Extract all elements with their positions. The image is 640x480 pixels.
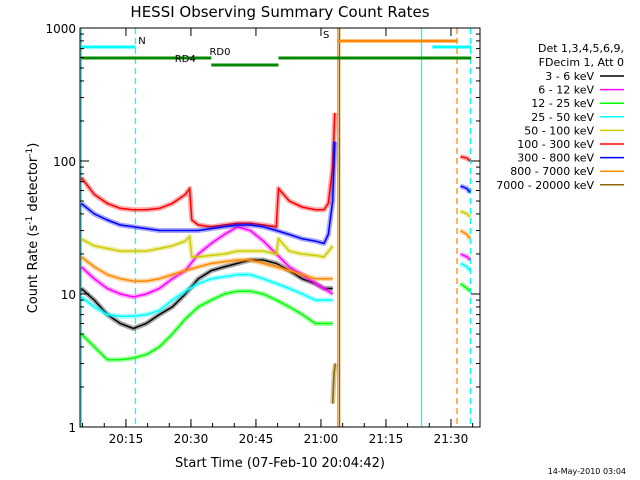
legend-label: 12 - 25 keV	[531, 97, 594, 110]
legend-label: 25 - 50 keV	[531, 111, 594, 124]
y-axis-label-sup1: -1	[25, 216, 35, 225]
flag-label: N	[138, 36, 145, 47]
series-line	[460, 155, 471, 162]
legend-label: 3 - 6 keV	[545, 70, 594, 83]
legend-label: 800 - 7000 keV	[510, 165, 594, 178]
y-tick-label: 1	[68, 421, 76, 435]
series-line	[460, 282, 471, 292]
series-line	[80, 290, 333, 361]
y-axis-label-part3: )	[26, 143, 41, 148]
x-tick-label: 20:45	[239, 432, 274, 446]
series-line	[80, 112, 336, 228]
x-tick-label: 21:15	[369, 432, 404, 446]
legend-header-line2: FDecim 1, Att 0	[539, 56, 624, 69]
legend-label: 6 - 12 keV	[538, 84, 594, 97]
x-tick-label: 21:30	[434, 432, 469, 446]
chart-title: HESSI Observing Summary Count Rates	[130, 3, 429, 21]
series-group	[79, 112, 473, 404]
timestamp: 14-May-2010 03:04	[548, 467, 626, 476]
y-tick-label: 100	[53, 155, 76, 169]
x-tick-label: 20:30	[174, 432, 209, 446]
y-axis-ticks: 1 10 100 1000	[45, 22, 480, 435]
x-tick-label: 20:15	[109, 432, 144, 446]
y-axis-label: Count Rate (s-1 detector-1)	[25, 143, 41, 314]
plot-frame	[79, 27, 481, 428]
y-tick-label: 1000	[45, 22, 76, 36]
series-line	[80, 256, 333, 282]
y-axis-label-part1: Count Rate (s	[26, 225, 41, 314]
series-line	[460, 229, 471, 240]
y-tick-label: 10	[61, 288, 76, 302]
flag-bars: N S RD0 RD4	[81, 30, 472, 67]
y-axis-label-part2: detector	[26, 156, 41, 216]
legend: Det 1,3,4,5,6,9, FDecim 1, Att 0 3 - 6 k…	[496, 42, 624, 192]
y-axis-label-sup2: -1	[25, 148, 35, 157]
series-line	[460, 262, 471, 272]
x-axis-label: Start Time (07-Feb-10 20:04:42)	[175, 456, 385, 471]
vertical-markers	[80, 28, 472, 427]
series-line	[80, 225, 334, 298]
legend-label: 7000 - 20000 keV	[496, 179, 594, 192]
series-line	[80, 141, 336, 245]
series-line	[331, 363, 337, 404]
series-line	[460, 210, 471, 218]
flag-label: S	[323, 30, 329, 41]
x-axis-ticks: 20:15 20:30 20:45 21:00 21:15 21:30	[82, 28, 474, 446]
legend-label: 100 - 300 keV	[517, 138, 594, 151]
x-tick-label: 21:00	[304, 432, 339, 446]
series-line	[460, 185, 471, 193]
legend-label: 300 - 800 keV	[517, 152, 594, 165]
series-line	[80, 273, 333, 318]
flag-label: RD0	[209, 47, 230, 58]
series-line	[460, 253, 471, 261]
series-line	[80, 234, 334, 258]
flag-label: RD4	[175, 54, 196, 65]
series-line	[80, 259, 333, 330]
legend-header-line1: Det 1,3,4,5,6,9,	[538, 42, 624, 55]
legend-label: 50 - 100 keV	[524, 124, 594, 137]
